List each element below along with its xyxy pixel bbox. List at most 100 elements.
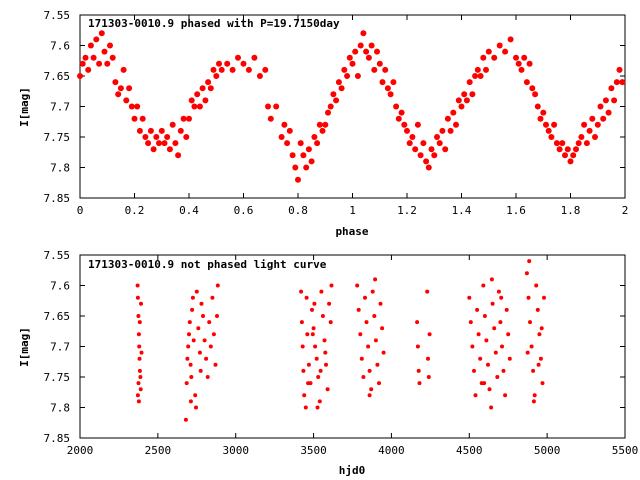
data-point [316, 375, 321, 379]
data-point [380, 326, 385, 331]
data-point [300, 344, 305, 349]
data-point [570, 152, 577, 159]
data-point [213, 73, 220, 79]
data-point [482, 381, 487, 386]
data-point [344, 73, 351, 79]
data-point [597, 103, 604, 110]
x-tick-label: 1.8 [561, 204, 581, 217]
data-point [98, 30, 105, 37]
data-point [406, 140, 413, 147]
data-point [327, 103, 334, 110]
data-point [600, 115, 607, 122]
data-point [466, 79, 473, 86]
data-point [444, 115, 451, 122]
data-point [409, 134, 416, 140]
data-point [240, 60, 247, 67]
data-point [329, 283, 334, 288]
y-tick-label: 7.75 [44, 371, 71, 384]
data-point [346, 54, 353, 61]
y-tick-label: 7.6 [50, 40, 70, 53]
data-point [319, 127, 326, 134]
data-point [317, 399, 322, 404]
y-tick-label: 7.65 [44, 310, 71, 323]
data-point [428, 146, 435, 153]
data-point [158, 127, 165, 134]
data-point [325, 387, 330, 392]
data-point [193, 393, 198, 398]
data-point [564, 146, 571, 153]
data-point [175, 152, 182, 159]
data-point [467, 295, 472, 300]
data-point [216, 60, 222, 67]
x-tick-label: 5000 [534, 444, 561, 457]
data-point [138, 375, 143, 379]
data-point [605, 109, 612, 116]
data-point [401, 121, 408, 128]
y-tick-label: 7.8 [50, 402, 70, 415]
data-point [356, 307, 361, 312]
data-point [210, 66, 217, 73]
data-point [366, 344, 371, 349]
x-tick-label: 3500 [300, 444, 327, 457]
data-point [205, 79, 212, 86]
data-point [302, 393, 307, 398]
data-point [470, 344, 475, 349]
x-tick-label: 3000 [222, 444, 249, 457]
data-point [142, 134, 149, 140]
data-point [265, 103, 271, 110]
data-point [202, 97, 209, 104]
data-point [306, 381, 311, 386]
data-point [327, 301, 332, 306]
data-point [426, 375, 431, 379]
data-point [476, 332, 481, 337]
data-point [207, 320, 212, 325]
data-point [477, 73, 484, 79]
data-point [370, 289, 375, 294]
data-point [101, 48, 108, 55]
data-point [201, 314, 205, 318]
data-point [447, 127, 454, 134]
data-point [137, 356, 142, 361]
data-point [281, 121, 288, 128]
data-point [198, 368, 203, 373]
data-point [87, 42, 94, 49]
data-point [528, 320, 532, 325]
data-point [96, 60, 103, 67]
data-point [183, 417, 188, 422]
data-point [540, 109, 547, 116]
data-point [483, 66, 489, 73]
data-point [507, 36, 514, 43]
data-point [482, 314, 487, 318]
data-point [526, 295, 531, 300]
data-point [197, 350, 202, 355]
data-points [135, 259, 546, 422]
data-point [312, 301, 317, 306]
data-point [481, 283, 486, 288]
data-point [218, 66, 225, 73]
data-point [188, 97, 195, 104]
data-point [529, 85, 536, 92]
data-point [499, 295, 504, 300]
data-point [194, 289, 199, 294]
data-point [134, 103, 141, 110]
data-point [529, 344, 534, 349]
data-point [363, 295, 367, 300]
data-point [109, 54, 116, 61]
data-point [196, 326, 201, 331]
data-point [404, 127, 410, 134]
data-point [341, 66, 348, 73]
data-point [235, 54, 241, 61]
data-point [208, 344, 213, 349]
data-point [278, 134, 285, 140]
data-point [537, 332, 542, 337]
data-point [425, 289, 430, 294]
data-point [486, 362, 490, 367]
x-tick-label: 0.8 [288, 204, 308, 217]
data-point [136, 381, 141, 386]
data-point [147, 127, 154, 134]
chart-title: 171303-0010.9 phased with P=19.7150day [88, 17, 340, 30]
data-point [136, 127, 143, 134]
data-point [199, 301, 204, 306]
data-point [199, 85, 206, 92]
data-point [534, 103, 541, 110]
